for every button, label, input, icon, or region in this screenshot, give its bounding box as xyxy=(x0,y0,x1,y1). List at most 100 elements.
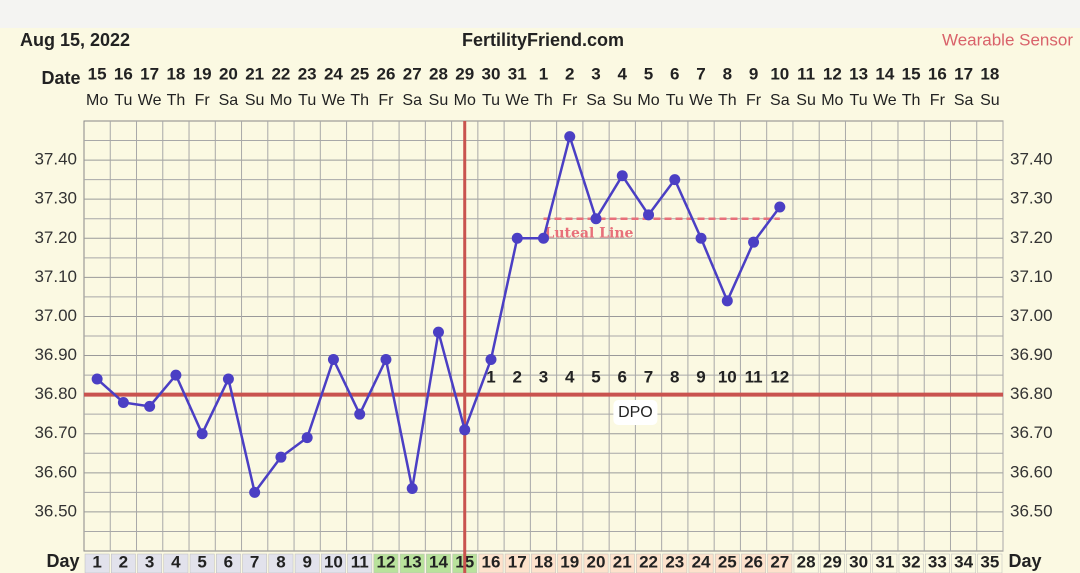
temperature-point xyxy=(774,201,786,213)
day-row-label-right: Day xyxy=(1008,551,1041,571)
date-label: 25 xyxy=(350,64,369,83)
temperature-point xyxy=(748,236,760,248)
temperature-point xyxy=(196,428,208,440)
date-label: 23 xyxy=(298,64,317,83)
weekday-label: Su xyxy=(612,92,632,109)
day-label: 3 xyxy=(145,552,154,571)
date-label: 18 xyxy=(980,64,999,83)
day-box xyxy=(898,553,924,573)
weekday-label: Th xyxy=(902,92,921,109)
weekday-label: Fr xyxy=(746,92,762,109)
weekday-label: We xyxy=(505,92,529,109)
temperature-point xyxy=(459,424,471,436)
temperature-point xyxy=(354,408,366,420)
source-label: Wearable Sensor xyxy=(942,30,1073,49)
weekday-label: Sa xyxy=(954,92,974,109)
weekday-label: Sa xyxy=(770,92,790,109)
day-label: 27 xyxy=(770,552,789,571)
day-box xyxy=(137,553,163,573)
luteal-line-label: Luteal Line xyxy=(545,226,634,242)
day-box xyxy=(636,553,661,573)
temperature-point xyxy=(275,451,287,463)
day-label: 6 xyxy=(224,552,233,571)
day-box xyxy=(846,553,871,573)
day-label: 19 xyxy=(560,552,579,571)
day-label: 35 xyxy=(980,552,999,571)
day-box xyxy=(163,553,189,573)
day-label: 20 xyxy=(587,552,606,571)
weekday-label: Sa xyxy=(402,92,422,109)
temperature-point xyxy=(485,353,497,365)
dpo-label: 9 xyxy=(696,367,705,386)
date-label: 15 xyxy=(88,64,107,83)
day-label: 23 xyxy=(665,552,684,571)
date-label: 22 xyxy=(271,64,290,83)
day-box xyxy=(688,553,714,573)
weekday-label: Th xyxy=(534,92,553,109)
day-label: 21 xyxy=(613,552,632,571)
day-box xyxy=(872,553,898,573)
date-label: 18 xyxy=(166,64,185,83)
y-tick-label: 37.30 xyxy=(34,189,77,208)
y-tick-label-right: 36.90 xyxy=(1010,345,1053,364)
day-label: 5 xyxy=(197,552,206,571)
date-label: 4 xyxy=(618,64,628,83)
dpo-label: 1 xyxy=(486,367,495,386)
top-bar xyxy=(0,0,1080,28)
day-label: 33 xyxy=(928,552,947,571)
dpo-label: 6 xyxy=(618,367,627,386)
y-tick-label-right: 37.00 xyxy=(1010,306,1053,325)
day-label: 25 xyxy=(718,552,737,571)
temperature-point xyxy=(91,373,103,385)
temperature-point xyxy=(222,373,234,385)
temperature-point xyxy=(301,432,313,444)
date-label: 3 xyxy=(591,64,600,83)
day-label: 24 xyxy=(692,552,711,571)
y-tick-label: 37.00 xyxy=(34,306,77,325)
date-label: 20 xyxy=(219,64,238,83)
temperature-point xyxy=(327,353,339,365)
date-label: 1 xyxy=(539,64,548,83)
day-box xyxy=(426,553,451,573)
day-label: 22 xyxy=(639,552,658,571)
day-box xyxy=(373,553,399,573)
day-label: 17 xyxy=(508,552,527,571)
day-box xyxy=(268,553,294,573)
y-tick-label: 37.10 xyxy=(34,267,77,286)
dpo-title-box xyxy=(613,400,658,425)
temperature-point xyxy=(721,295,733,307)
day-label: 31 xyxy=(875,552,894,571)
day-box xyxy=(951,553,976,573)
day-box xyxy=(111,553,136,573)
weekday-label: We xyxy=(138,92,162,109)
date-label: 11 xyxy=(797,64,815,83)
chart-title: FertilityFriend.com xyxy=(462,30,624,50)
weekday-label: We xyxy=(873,92,897,109)
temperature-point xyxy=(616,170,628,182)
day-label: 1 xyxy=(92,552,101,571)
day-box xyxy=(504,553,530,573)
day-box xyxy=(242,553,268,573)
date-label: 24 xyxy=(324,64,343,83)
dpo-label: 8 xyxy=(670,367,679,386)
day-box xyxy=(84,553,110,573)
temperature-point xyxy=(643,209,655,221)
temperature-point xyxy=(511,232,523,244)
day-label: 16 xyxy=(482,552,501,571)
day-box xyxy=(767,553,793,573)
date-header: Aug 15, 2022 xyxy=(20,30,130,50)
day-row-label: Day xyxy=(46,551,79,571)
weekday-label: Tu xyxy=(114,92,132,109)
day-label: 28 xyxy=(797,552,816,571)
day-label: 9 xyxy=(302,552,311,571)
weekday-label: Tu xyxy=(666,92,684,109)
date-label: 10 xyxy=(770,64,789,83)
date-label: 30 xyxy=(482,64,501,83)
date-label: 19 xyxy=(193,64,212,83)
dpo-title: DPO xyxy=(618,404,653,421)
day-label: 7 xyxy=(250,552,259,571)
temperature-point xyxy=(538,232,549,244)
temperature-point xyxy=(669,174,681,186)
y-tick-label-right: 36.70 xyxy=(1010,423,1053,442)
weekday-label: Fr xyxy=(562,92,578,109)
